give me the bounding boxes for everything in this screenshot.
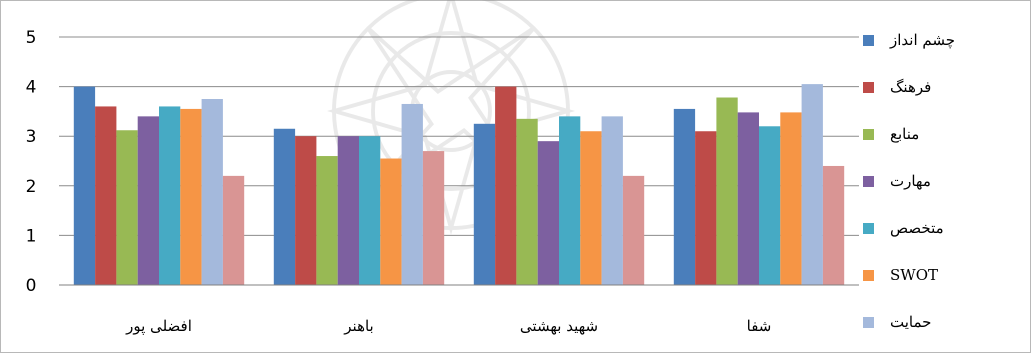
bar — [316, 156, 338, 285]
bar — [737, 112, 759, 285]
bar — [95, 106, 117, 285]
legend-item: حمایت — [863, 311, 1023, 333]
bar — [537, 141, 559, 285]
legend-item: متخصص — [863, 217, 1023, 239]
legend-label: چشم انداز — [890, 31, 956, 49]
bar — [780, 112, 802, 285]
bar — [359, 136, 381, 285]
legend-item: چشم انداز — [863, 29, 1023, 51]
legend-item: SWOT — [863, 264, 1023, 286]
legend-swatch — [863, 128, 874, 140]
legend-swatch — [863, 34, 874, 46]
bar — [401, 103, 423, 286]
bar — [716, 97, 738, 286]
bar — [222, 175, 245, 285]
bar — [601, 116, 623, 285]
legend-label: فرهنگ — [890, 78, 932, 96]
category-label: شهید بهشتی — [520, 317, 598, 335]
legend-swatch — [863, 316, 874, 328]
legend-swatch — [863, 175, 874, 187]
bar — [273, 128, 296, 285]
bar — [337, 136, 359, 285]
legend-label: متخصص — [890, 219, 944, 237]
category-label: باهنر — [343, 317, 373, 335]
bar — [516, 118, 538, 285]
bar — [695, 131, 717, 285]
bar — [137, 116, 159, 285]
bar — [495, 86, 517, 285]
bar — [759, 126, 781, 285]
bar — [73, 86, 96, 285]
bar — [801, 84, 823, 286]
legend-swatch — [863, 269, 874, 281]
bar — [622, 175, 645, 285]
category-label: افضلی پور — [125, 317, 192, 335]
bar — [180, 108, 202, 285]
bar — [159, 106, 181, 285]
bar — [673, 108, 696, 285]
legend-label: منابع — [890, 125, 920, 143]
bar — [295, 136, 317, 285]
category-label: شفا — [747, 317, 772, 335]
legend-swatch — [863, 222, 874, 234]
bar — [580, 131, 602, 285]
legend-label: حمایت — [890, 313, 932, 331]
legend-item: فرهنگ — [863, 76, 1023, 98]
bar — [422, 151, 445, 285]
legend-label: مهارت — [890, 172, 931, 190]
legend-label: SWOT — [890, 266, 938, 284]
y-axis-ticks: 0 1 2 3 4 5 — [26, 28, 37, 296]
bar — [473, 123, 496, 285]
y-tick-label: 1 — [26, 226, 37, 246]
bar — [201, 99, 223, 285]
y-tick-label: 2 — [26, 177, 37, 197]
y-tick-label: 3 — [26, 127, 37, 147]
y-tick-label: 0 — [26, 276, 37, 296]
bar — [559, 116, 581, 285]
legend-swatch — [863, 81, 874, 93]
bar — [380, 158, 402, 285]
legend-item: منابع — [863, 123, 1023, 145]
bar — [822, 165, 845, 285]
y-tick-label: 5 — [26, 28, 37, 48]
legend-item: مهارت — [863, 170, 1023, 192]
bars — [73, 84, 845, 286]
bar — [116, 130, 138, 285]
y-tick-label: 4 — [26, 78, 37, 98]
category-labels: افضلی پور باهنر شهید بهشتی شفا — [125, 317, 771, 335]
